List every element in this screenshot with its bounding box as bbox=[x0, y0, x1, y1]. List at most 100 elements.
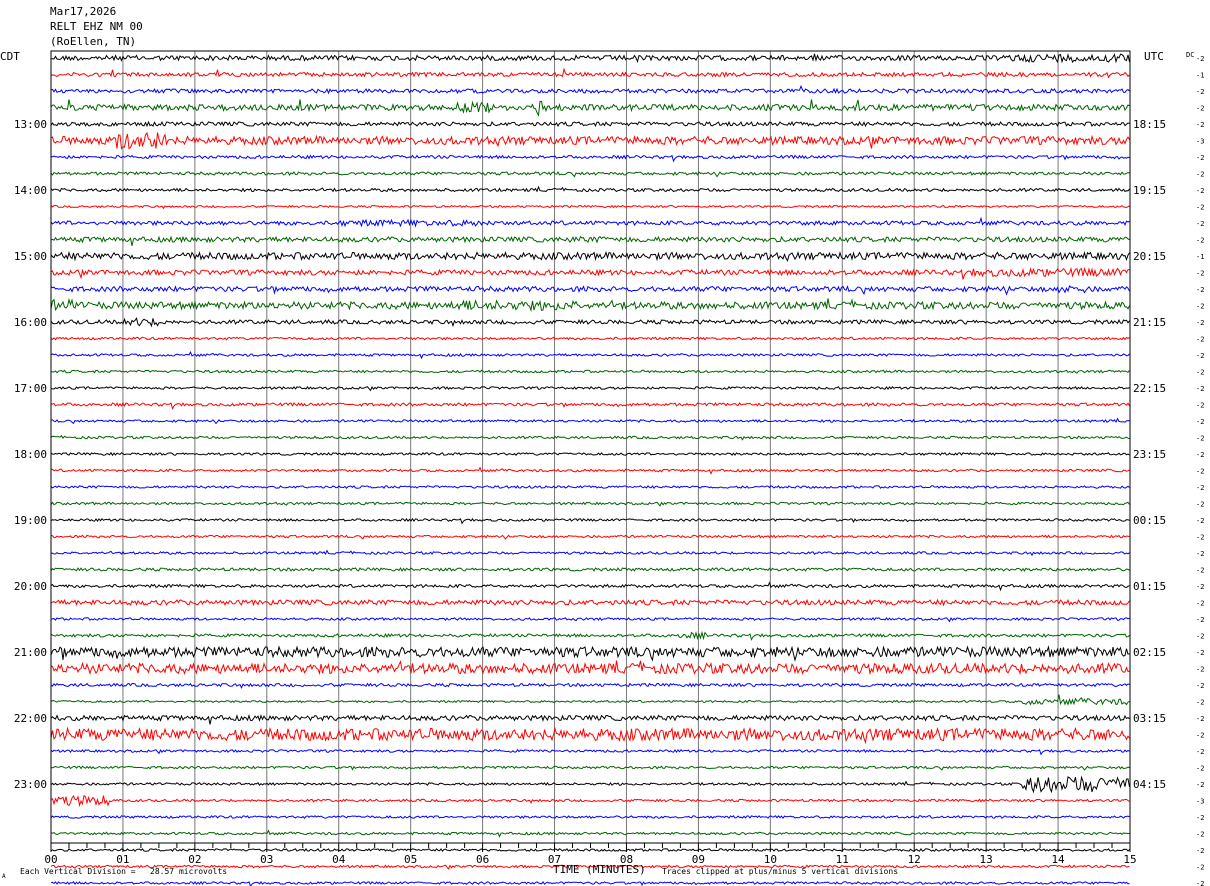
x-tick-layer: 00 01 02 03 04 05 06 07 08 09 10 11 12 13 14 15 bbox=[44, 843, 1137, 866]
right-hour-label: 21:15 bbox=[1133, 316, 1166, 329]
x-tick-label: 03 bbox=[260, 853, 273, 866]
grid-layer bbox=[122, 51, 1059, 843]
dc-offset-value: -1 bbox=[1196, 253, 1204, 261]
dc-offset-layer: -2 -1 -2 -2 -2 -3 -2 -2 -2 -2 -2 -2 -1 -2 -2 -2 -2 -2 -2 -2… bbox=[1196, 55, 1204, 886]
dc-label: DC bbox=[1186, 51, 1194, 59]
seismic-trace bbox=[50, 466, 1130, 475]
seismic-trace bbox=[50, 434, 1130, 441]
scale-note: Each Vertical Division = 28.57 microvolt… bbox=[20, 867, 227, 876]
dc-offset-value: -2 bbox=[1196, 616, 1204, 624]
x-tick-label: 11 bbox=[836, 853, 849, 866]
seismic-trace bbox=[50, 694, 1130, 706]
seismic-trace bbox=[50, 815, 1130, 820]
seismic-trace bbox=[50, 185, 1130, 193]
right-hour-label: 19:15 bbox=[1133, 184, 1166, 197]
seismic-trace bbox=[50, 67, 1130, 79]
dc-offset-value: -2 bbox=[1196, 303, 1204, 311]
dc-offset-value: -2 bbox=[1196, 204, 1204, 212]
seismic-trace bbox=[50, 266, 1130, 280]
dc-offset-value: -2 bbox=[1196, 121, 1204, 129]
x-tick-label: 14 bbox=[1051, 853, 1065, 866]
dc-offset-value: -2 bbox=[1196, 105, 1204, 113]
dc-offset-value: -2 bbox=[1196, 187, 1204, 195]
dc-offset-value: -2 bbox=[1196, 270, 1204, 278]
right-hour-label: 18:15 bbox=[1133, 118, 1166, 131]
dc-offset-value: -2 bbox=[1196, 814, 1204, 822]
dc-offset-value: -2 bbox=[1196, 220, 1204, 228]
seismic-trace bbox=[50, 501, 1130, 507]
seismic-trace bbox=[50, 99, 1130, 117]
left-hour-label: 21:00 bbox=[14, 646, 47, 659]
seismic-trace bbox=[50, 131, 1130, 150]
time-label-layer: 13:00 14:00 15:00 16:00 17:00 18:00 19:00 20:00… bbox=[14, 118, 1166, 791]
left-hour-label: 16:00 bbox=[14, 316, 47, 329]
x-tick-label: 05 bbox=[404, 853, 417, 866]
dc-offset-value: -2 bbox=[1196, 468, 1204, 476]
right-hour-label: 04:15 bbox=[1133, 778, 1166, 791]
right-hour-label: 00:15 bbox=[1133, 514, 1166, 527]
dc-offset-value: -2 bbox=[1196, 319, 1204, 327]
seismic-trace bbox=[50, 316, 1130, 328]
seismic-trace bbox=[50, 765, 1130, 771]
trace-layer bbox=[50, 53, 1130, 886]
dc-offset-value: -2 bbox=[1196, 352, 1204, 360]
seismic-trace bbox=[50, 417, 1130, 425]
right-hour-label: 23:15 bbox=[1133, 448, 1166, 461]
x-tick-label: 13 bbox=[980, 853, 993, 866]
right-zone-label: UTC bbox=[1144, 50, 1164, 63]
seismic-trace bbox=[50, 713, 1130, 725]
x-tick-label: 08 bbox=[620, 853, 633, 866]
dc-offset-value: -2 bbox=[1196, 600, 1204, 608]
dc-offset-value: -2 bbox=[1196, 633, 1204, 641]
dc-offset-value: -2 bbox=[1196, 402, 1204, 410]
seismic-trace bbox=[50, 485, 1130, 490]
left-hour-label: 23:00 bbox=[14, 778, 47, 791]
left-hour-label: 22:00 bbox=[14, 712, 47, 725]
left-hour-label: 18:00 bbox=[14, 448, 47, 461]
seismic-trace bbox=[50, 581, 1130, 592]
seismic-trace bbox=[50, 297, 1130, 313]
dc-offset-value: -1 bbox=[1196, 72, 1204, 80]
x-tick-label: 15 bbox=[1123, 853, 1136, 866]
left-hour-label: 19:00 bbox=[14, 514, 47, 527]
dc-offset-value: -2 bbox=[1196, 286, 1204, 294]
seismic-trace bbox=[50, 451, 1130, 457]
dc-offset-value: -2 bbox=[1196, 154, 1204, 162]
seismic-trace bbox=[50, 235, 1130, 247]
header-station: RELT EHZ NM 00 bbox=[50, 20, 143, 33]
dc-offset-value: -2 bbox=[1196, 715, 1204, 723]
x-tick-label: 00 bbox=[44, 853, 57, 866]
dc-offset-value: -2 bbox=[1196, 765, 1204, 773]
dc-offset-value: -2 bbox=[1196, 880, 1204, 886]
dc-offset-value: -2 bbox=[1196, 451, 1204, 459]
left-hour-label: 20:00 bbox=[14, 580, 47, 593]
x-tick-label: 12 bbox=[908, 853, 921, 866]
right-hour-label: 03:15 bbox=[1133, 712, 1166, 725]
dc-offset-value: -2 bbox=[1196, 699, 1204, 707]
clip-note: Traces clipped at plus/minus 5 vertical … bbox=[662, 867, 898, 876]
seismic-trace bbox=[50, 171, 1130, 178]
seismic-trace bbox=[50, 566, 1130, 573]
x-tick-label: 07 bbox=[548, 853, 561, 866]
seismic-trace bbox=[50, 748, 1130, 756]
dc-offset-value: -2 bbox=[1196, 88, 1204, 96]
seismic-trace bbox=[50, 517, 1130, 525]
dc-offset-value: -2 bbox=[1196, 583, 1204, 591]
x-tick-label: 10 bbox=[764, 853, 777, 866]
dc-offset-value: -2 bbox=[1196, 435, 1204, 443]
left-hour-label: 14:00 bbox=[14, 184, 47, 197]
left-hour-label: 13:00 bbox=[14, 118, 47, 131]
dc-offset-value: -3 bbox=[1196, 798, 1204, 806]
dc-offset-value: -2 bbox=[1196, 649, 1204, 657]
seismic-trace bbox=[50, 549, 1130, 557]
dc-offset-value: -2 bbox=[1196, 847, 1204, 855]
seismic-trace bbox=[50, 660, 1130, 676]
dc-offset-value: -2 bbox=[1196, 682, 1204, 690]
dc-offset-value: -2 bbox=[1196, 237, 1204, 245]
seismic-trace bbox=[50, 775, 1130, 794]
x-tick-label: 02 bbox=[188, 853, 201, 866]
dc-offset-value: -2 bbox=[1196, 732, 1204, 740]
seismic-trace bbox=[50, 794, 1130, 808]
dc-offset-value: -2 bbox=[1196, 501, 1204, 509]
dc-offset-value: -2 bbox=[1196, 484, 1204, 492]
